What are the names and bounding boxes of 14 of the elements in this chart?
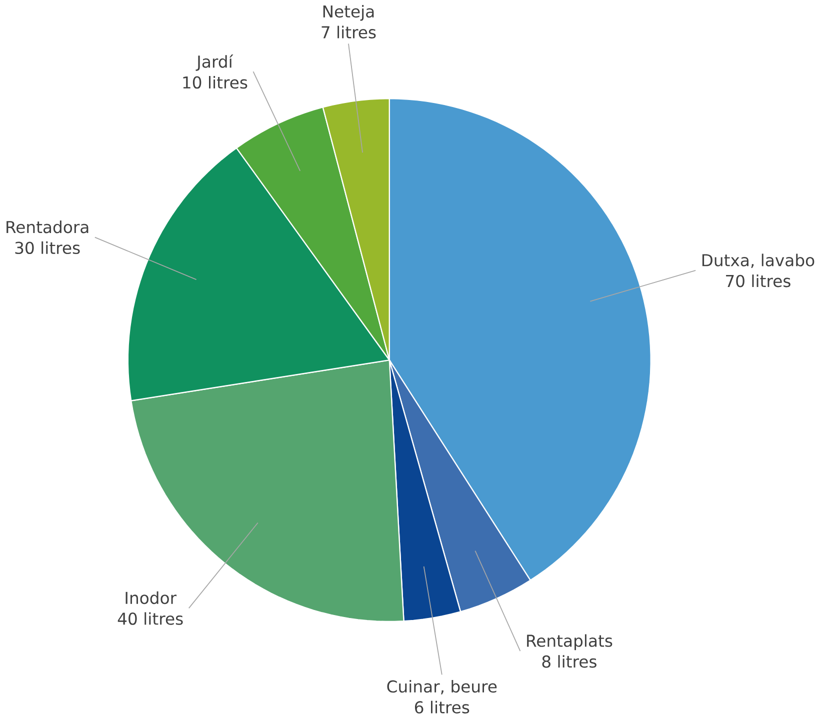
slice-label: Dutxa, lavabo: [702, 253, 814, 268]
data-label: 30 litres: [15, 241, 80, 254]
data-label: 8 litres: [542, 654, 596, 668]
data-label: 10 litres: [183, 76, 248, 88]
data-label: 40 litres: [118, 612, 183, 625]
data-label: 7 litres: [322, 26, 376, 38]
slice-label: Rentaplats: [527, 634, 612, 650]
slice-label: Neteja: [323, 4, 374, 21]
slice-label: Cuinar, beure: [387, 680, 497, 694]
slice-label: Rentadora: [6, 220, 88, 234]
data-label: 6 litres: [414, 700, 470, 714]
slice-label: Inodor: [126, 591, 177, 604]
data-label: 70 litres: [726, 274, 790, 287]
slice-label: Jardí: [196, 54, 234, 71]
